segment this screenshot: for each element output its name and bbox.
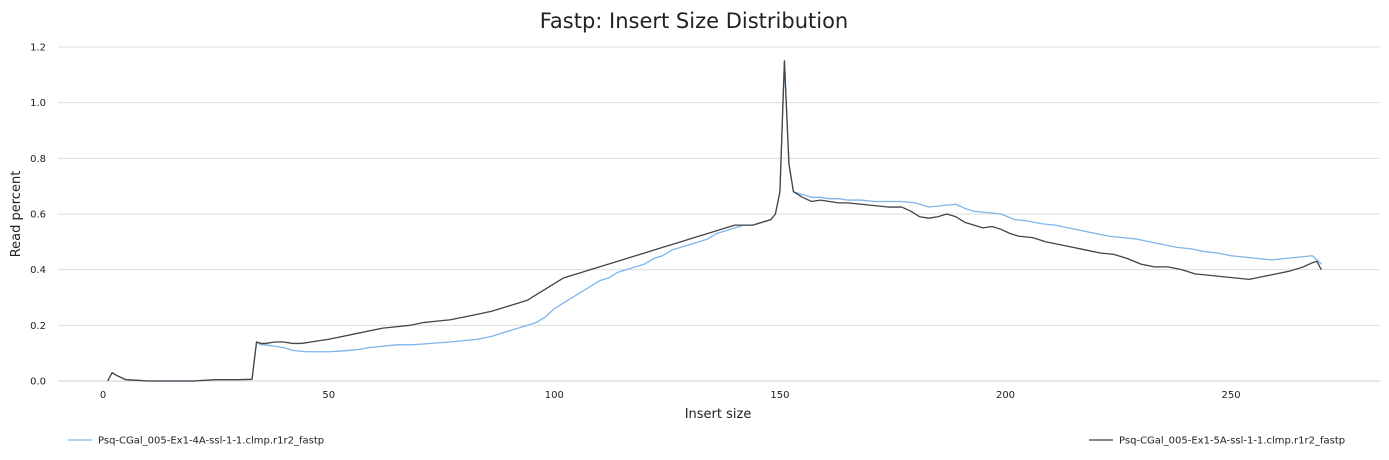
- x-tick-label: 50: [322, 390, 335, 401]
- chart-title: Fastp: Insert Size Distribution: [540, 9, 848, 33]
- x-tick-label: 200: [996, 390, 1015, 401]
- series-line-1[interactable]: [108, 61, 1322, 381]
- y-axis-label: Read percent: [9, 171, 24, 258]
- y-axis-ticks: 0.0 0.2 0.4 0.6 0.8 1.0 1.2: [30, 43, 46, 388]
- x-tick-label: 100: [545, 390, 564, 401]
- y-tick-label: 1.0: [30, 98, 46, 109]
- y-tick-label: 0.0: [30, 377, 46, 388]
- y-tick-label: 1.2: [30, 43, 46, 54]
- x-axis-label: Insert size: [685, 407, 752, 422]
- x-tick-label: 150: [770, 390, 789, 401]
- y-tick-label: 0.4: [30, 265, 46, 276]
- x-axis-ticks: 0 50 100 150 200 250: [100, 390, 1241, 401]
- series-line-2[interactable]: [108, 61, 1322, 381]
- legend-item-2[interactable]: Psq-CGal_005-Ex1-5A-ssl-1-1.clmp.r1r2_fa…: [1089, 436, 1345, 447]
- series-lines: [108, 61, 1322, 381]
- y-tick-label: 0.2: [30, 321, 46, 332]
- x-tick-label: 0: [100, 390, 106, 401]
- y-tick-label: 0.6: [30, 210, 46, 221]
- gridlines: [58, 47, 1380, 381]
- legend-label: Psq-CGal_005-Ex1-5A-ssl-1-1.clmp.r1r2_fa…: [1119, 436, 1345, 447]
- x-tick-label: 250: [1222, 390, 1241, 401]
- y-tick-label: 0.8: [30, 154, 46, 165]
- legend[interactable]: Psq-CGal_005-Ex1-4A-ssl-1-1.clmp.r1r2_fa…: [68, 436, 1345, 447]
- legend-item-1[interactable]: Psq-CGal_005-Ex1-4A-ssl-1-1.clmp.r1r2_fa…: [68, 436, 324, 447]
- legend-label: Psq-CGal_005-Ex1-4A-ssl-1-1.clmp.r1r2_fa…: [98, 436, 324, 447]
